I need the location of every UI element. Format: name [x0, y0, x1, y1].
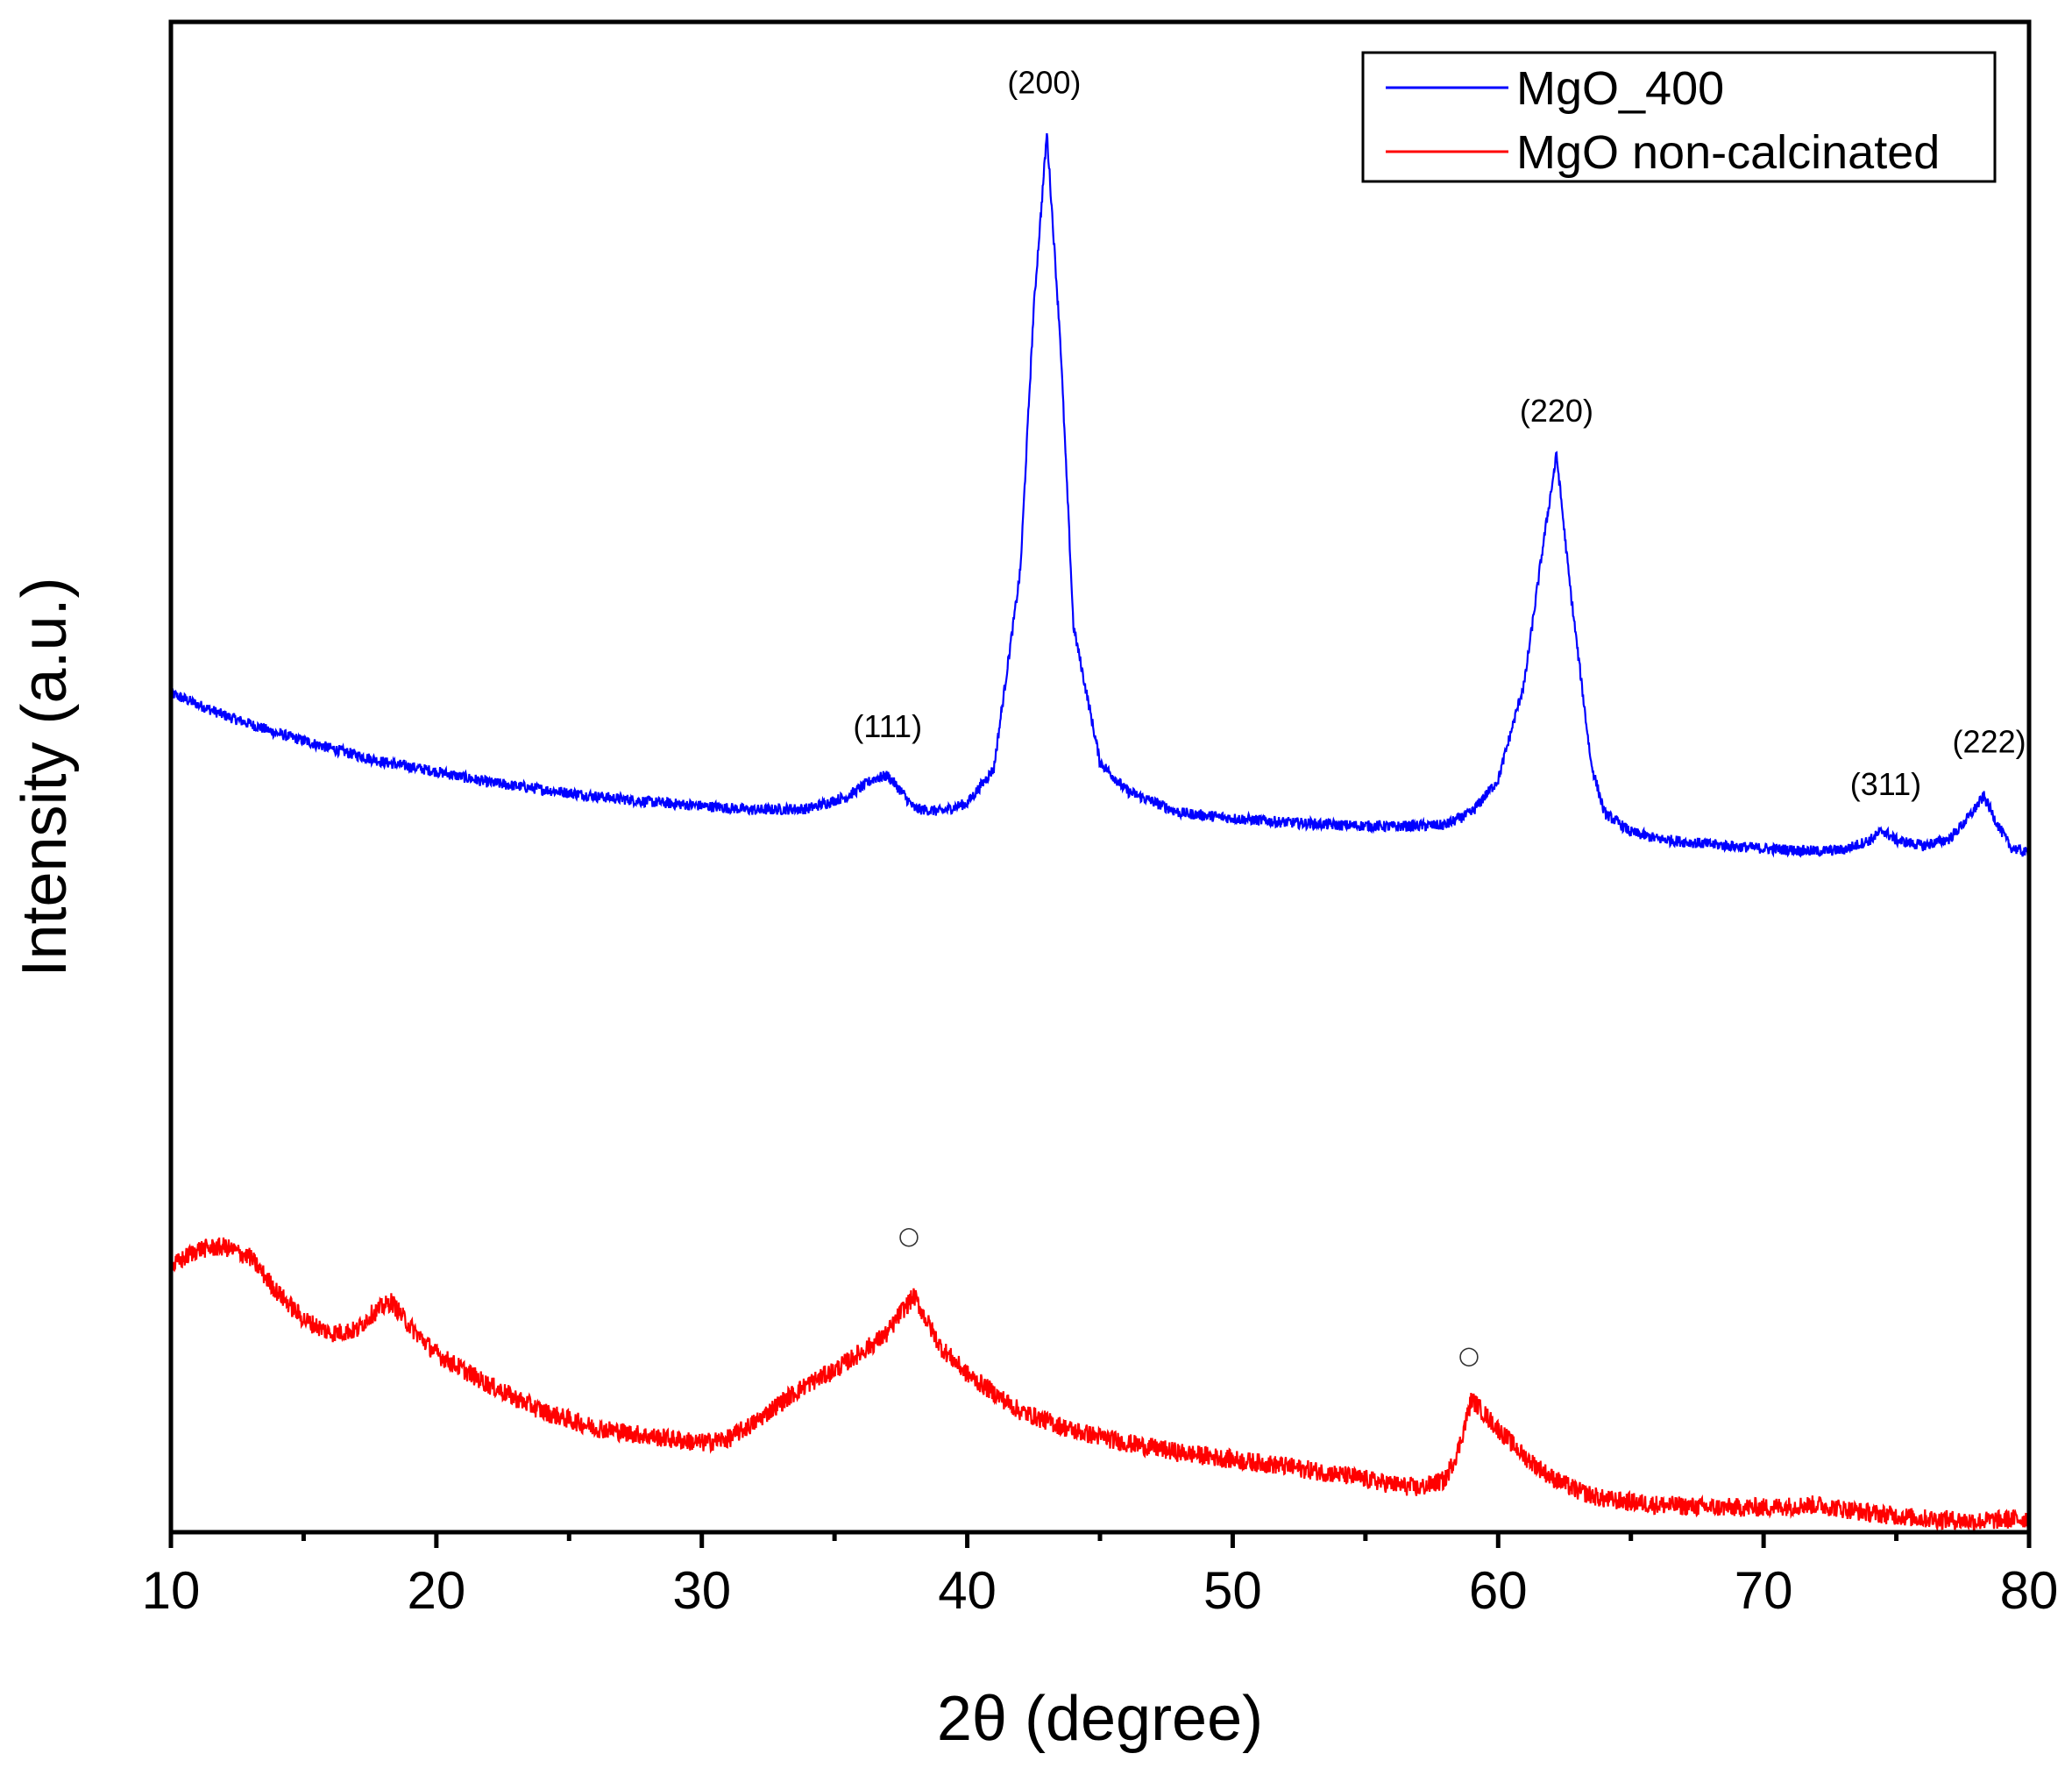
y-axis-title: Intensity (a.u.) [10, 577, 80, 976]
x-tick-label: 30 [672, 1561, 731, 1620]
peak-index-label: (222) [1953, 723, 2026, 759]
x-tick-label: 20 [407, 1561, 465, 1620]
series-line-mgo-non-calcinated [169, 1237, 2031, 1532]
x-axis-title: 2θ (degree) [937, 1684, 1263, 1754]
x-tick-label: 40 [938, 1561, 997, 1620]
peak-index-label: (311) [1850, 766, 1921, 802]
series-line-mgo-400 [169, 132, 2031, 862]
annotation-layer: (200) (111) (220) (311) (222) ○ ○ [853, 64, 2026, 1369]
x-tick-label: 60 [1469, 1561, 1528, 1620]
x-axis-ticks: 10 20 30 40 50 60 70 80 [142, 1532, 2059, 1620]
x-tick-label: 80 [2000, 1561, 2059, 1620]
series-layer [169, 132, 2031, 1532]
legend-label: MgO non-calcinated [1516, 126, 1940, 179]
x-tick-label: 70 [1735, 1561, 1793, 1620]
legend: MgO_400 MgO non-calcinated [1361, 51, 1997, 183]
legend-box [1361, 51, 1997, 183]
peak-index-label: (220) [1520, 393, 1593, 429]
peak-marker-label: ○ [898, 1221, 919, 1250]
x-tick-label: 50 [1203, 1561, 1262, 1620]
peak-marker-label: ○ [1458, 1340, 1479, 1369]
x-tick-label: 10 [142, 1561, 201, 1620]
peak-index-label: (111) [853, 708, 922, 744]
peak-index-label: (200) [1007, 64, 1081, 100]
legend-label: MgO_400 [1516, 62, 1724, 115]
